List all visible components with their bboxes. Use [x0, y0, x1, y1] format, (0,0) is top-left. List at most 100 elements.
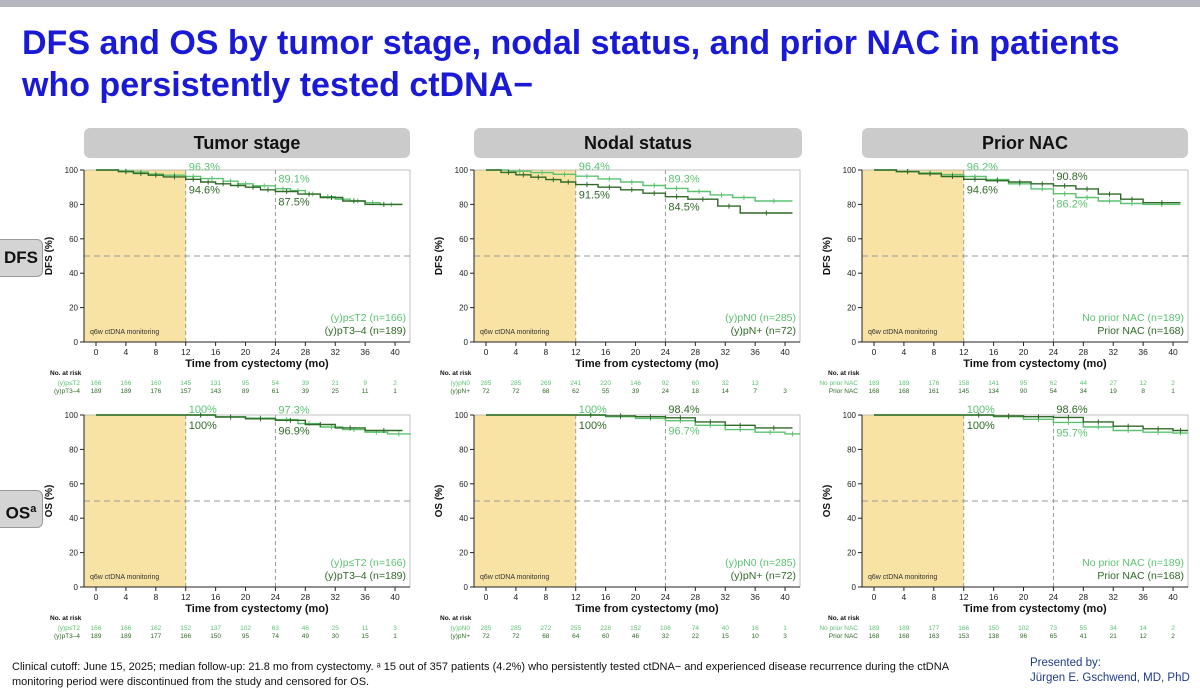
risk-table-value: 137 — [210, 625, 221, 632]
risk-table-value: 3 — [783, 388, 787, 395]
y-axis-title: OS (%) — [822, 485, 833, 518]
landmark-annotation: 100% — [579, 404, 607, 416]
risk-table-value: 1 — [393, 633, 397, 640]
risk-table-value: 255 — [570, 625, 581, 632]
risk-table-value: 160 — [150, 380, 161, 387]
risk-table-value: 68 — [542, 388, 550, 395]
risk-table-value: 60 — [602, 633, 610, 640]
risk-table-value: 285 — [510, 380, 521, 387]
risk-table-row-label: (y)pT3–4 — [54, 388, 80, 395]
row-label-os: OSa — [0, 490, 43, 528]
risk-table-row-label: (y)pN0 — [450, 625, 470, 632]
risk-table-value: 54 — [1050, 388, 1058, 395]
risk-table-value: 168 — [869, 633, 880, 640]
risk-table-value: 152 — [630, 625, 641, 632]
chart-dfs-prior-nac: q6w ctDNA monitoring 0 20 40 60 80 100 DFS (%) 0… — [819, 162, 1189, 395]
risk-table-value: 32 — [662, 633, 670, 640]
risk-table-value: 21 — [1110, 633, 1118, 640]
risk-table-value: 166 — [120, 625, 131, 632]
x-tick-label: 16 — [989, 347, 999, 357]
risk-table-value: 102 — [1018, 625, 1029, 632]
risk-table-value: 49 — [302, 633, 310, 640]
x-tick-label: 16 — [211, 347, 221, 357]
x-tick-label: 12 — [571, 347, 581, 357]
risk-table-value: 158 — [958, 380, 969, 387]
risk-table-value: 2 — [1171, 625, 1175, 632]
x-tick-label: 40 — [780, 592, 790, 602]
x-axis-title: Time from cystectomy (mo) — [963, 603, 1107, 615]
panel-header-nodal-status: Nodal status — [474, 128, 802, 158]
risk-table-value: 141 — [988, 380, 999, 387]
risk-table-value: 189 — [120, 388, 131, 395]
landmark-annotation: 89.3% — [668, 173, 699, 185]
risk-table-value: 10 — [752, 633, 760, 640]
risk-table-value: 134 — [988, 388, 999, 395]
chart-os-nodal-status: q6w ctDNA monitoring 0 20 40 60 80 100 OS (%) 0 4… — [434, 404, 801, 640]
y-tick-label: 100 — [843, 411, 857, 420]
risk-table-value: 62 — [572, 388, 580, 395]
y-tick-label: 80 — [847, 445, 856, 454]
risk-table-value: 55 — [602, 388, 610, 395]
x-tick-label: 36 — [360, 592, 370, 602]
risk-table-value: 41 — [1080, 633, 1088, 640]
risk-table-value: 166 — [180, 633, 191, 640]
x-tick-label: 40 — [780, 347, 790, 357]
risk-table-heading: No. at risk — [50, 370, 82, 377]
x-tick-label: 32 — [331, 592, 341, 602]
y-tick-label: 40 — [69, 269, 78, 278]
risk-table-value: 228 — [600, 625, 611, 632]
risk-table-row-label: Prior NAC — [829, 633, 859, 640]
risk-table-value: 89 — [242, 388, 250, 395]
x-tick-label: 8 — [153, 347, 158, 357]
risk-table-value: 92 — [662, 380, 670, 387]
landmark-annotation: 86.2% — [1056, 199, 1087, 211]
risk-table-value: 177 — [150, 633, 161, 640]
risk-table-value: 72 — [512, 388, 520, 395]
risk-table-value: 9 — [363, 380, 367, 387]
risk-table-value: 166 — [958, 625, 969, 632]
x-tick-label: 0 — [94, 592, 99, 602]
chart-dfs-nodal-status: q6w ctDNA monitoring 0 20 40 60 80 100 DFS (%) 0… — [434, 161, 801, 395]
risk-table-value: 3 — [393, 625, 397, 632]
risk-table-heading: No. at risk — [50, 615, 82, 622]
risk-table-value: 166 — [91, 380, 102, 387]
y-tick-label: 40 — [69, 514, 78, 523]
x-tick-label: 8 — [543, 592, 548, 602]
presenter-credit: Presented by: Jürgen E. Gschwend, MD, Ph… — [1030, 656, 1200, 686]
chart-os-prior-nac: q6w ctDNA monitoring 0 20 40 60 80 100 OS (%) 0 4… — [819, 404, 1189, 640]
row-label-os-text: OS — [5, 503, 31, 523]
km-curve-series-1 — [486, 414, 793, 429]
landmark-annotation: 87.5% — [278, 197, 309, 209]
y-tick-label: 80 — [69, 200, 78, 209]
risk-table-value: 2 — [393, 380, 397, 387]
landmark-annotation: 94.6% — [967, 184, 998, 196]
risk-table-value: 34 — [1080, 388, 1088, 395]
risk-table-value: 72 — [482, 388, 490, 395]
x-tick-label: 0 — [94, 347, 99, 357]
risk-table-value: 150 — [210, 633, 221, 640]
risk-table-row-label: (y)p≤T2 — [58, 380, 81, 387]
y-tick-label: 20 — [847, 304, 856, 313]
x-tick-label: 36 — [1138, 592, 1148, 602]
x-tick-label: 8 — [931, 592, 936, 602]
risk-table-value: 163 — [928, 633, 939, 640]
y-tick-label: 80 — [69, 445, 78, 454]
x-tick-label: 4 — [902, 592, 907, 602]
risk-table-value: 131 — [210, 380, 221, 387]
landmark-annotation: 90.8% — [1056, 171, 1087, 183]
y-tick-label: 60 — [847, 480, 856, 489]
risk-table-value: 39 — [302, 388, 310, 395]
monitoring-band-label: q6w ctDNA monitoring — [480, 329, 549, 336]
y-tick-label: 20 — [69, 304, 78, 313]
x-tick-label: 12 — [181, 592, 191, 602]
risk-table-heading: No. at risk — [440, 615, 472, 622]
y-tick-label: 60 — [847, 235, 856, 244]
risk-table-value: 12 — [1140, 380, 1148, 387]
legend-entry-0: (y)p≤T2 (n=166) — [331, 312, 407, 324]
risk-table-value: 161 — [928, 388, 939, 395]
x-tick-label: 8 — [931, 347, 936, 357]
landmark-annotation: 100% — [189, 420, 217, 432]
x-axis-title: Time from cystectomy (mo) — [963, 358, 1107, 370]
y-tick-label: 0 — [74, 583, 79, 592]
risk-table-value: 16 — [752, 625, 760, 632]
